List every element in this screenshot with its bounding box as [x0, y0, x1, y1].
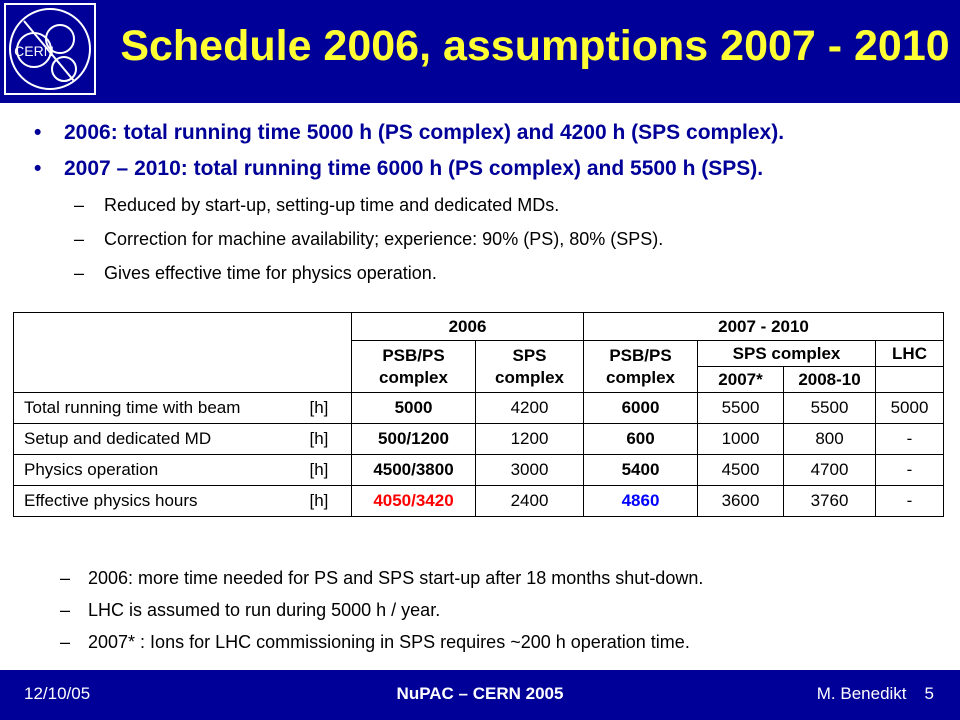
sub-bullet-item: – Gives effective time for physics operat… [0, 258, 960, 292]
table-corner-cell [13, 312, 352, 393]
bullet-marker: • [34, 121, 42, 144]
header-lhc: LHC [875, 340, 945, 367]
header-sps-complex: SPS complex [697, 340, 877, 367]
row-unit: [h] [309, 454, 352, 486]
cell-psbps-2006: 4500/3800 [351, 454, 476, 486]
sub-bullet-item: – Reduced by start-up, setting-up time an… [0, 190, 960, 224]
row-unit: [h] [309, 485, 352, 517]
row-unit: [h] [309, 392, 352, 424]
note-text: LHC is assumed to run during 5000 h / ye… [88, 600, 441, 620]
cell-2007-star: 3600 [697, 485, 785, 517]
bullet-text: 2006: total running time 5000 h (PS comp… [64, 121, 785, 144]
table-header-row: 2007* 2008-10 [14, 366, 945, 393]
row-label: Physics operation [13, 454, 310, 486]
header-sps-2006: SPS complex [474, 340, 585, 393]
slide-footer: 12/10/05 NuPAC – CERN 2005 M. Benedikt 5 [0, 670, 960, 720]
sub-bullet-item: – Correction for machine availability; ex… [0, 224, 960, 258]
bullet-item: • 2006: total running time 5000 h (PS com… [0, 118, 960, 154]
row-unit: [h] [309, 423, 352, 455]
slide-header: CERN Schedule 2006, assumptions 2007 - 2… [0, 0, 960, 100]
cell-2008-10: 800 [783, 423, 877, 455]
cell-2007-star: 4500 [697, 454, 785, 486]
table-row: Physics operation [h] 4500/3800 3000 540… [13, 454, 945, 486]
bullet-text: 2007 – 2010: total running time 6000 h (… [64, 157, 764, 180]
cell-lhc: - [875, 423, 945, 455]
footer-center-text: NuPAC – CERN 2005 [396, 684, 564, 703]
cell-psbps-2006: 500/1200 [351, 423, 476, 455]
cell-psbps-2006-highlight: 4050/3420 [351, 485, 476, 517]
header-psbps-2007: PSB/PS complex [583, 340, 699, 393]
dash-marker: – [74, 263, 85, 283]
note-item: – LHC is assumed to run during 5000 h / y… [0, 594, 960, 626]
table-row: Effective physics hours [h] 4050/3420 24… [13, 485, 945, 517]
cell-psbps-2007: 600 [583, 423, 699, 455]
header-psbps-2006: PSB/PS complex [351, 340, 476, 393]
header-2007-2010: 2007 - 2010 [583, 312, 945, 341]
schedule-table-wrapper: 2006 2007 - 2010 PSB/PS complex SPS comple… [13, 312, 945, 524]
cell-sps-2006: 2400 [474, 485, 585, 517]
dash-marker: – [74, 229, 85, 249]
header-2007-star: 2007* [697, 366, 785, 393]
header-empty-cell [875, 366, 945, 393]
dash-marker: – [60, 632, 71, 652]
cell-2008-10: 4700 [783, 454, 877, 486]
cell-psbps-2007: 5400 [583, 454, 699, 486]
cell-lhc: - [875, 485, 945, 517]
cell-sps-2006: 4200 [474, 392, 585, 424]
header-2006: 2006 [350, 312, 585, 341]
cell-psbps-2006: 5000 [351, 392, 476, 424]
table-row: Setup and dedicated MD [h] 500/1200 1200… [13, 423, 945, 455]
sub-bullet-text: Correction for machine availability; exp… [104, 229, 664, 249]
notes-list: –2006: more time needed for PS and SPS s… [0, 562, 960, 658]
note-item: –2006: more time needed for PS and SPS s… [0, 562, 960, 594]
cell-2007-star: 1000 [697, 423, 785, 455]
schedule-table: 2006 2007 - 2010 PSB/PS complex SPS comple… [13, 312, 945, 517]
footer-right: M. Benedikt 5 [817, 684, 934, 704]
dash-marker: – [74, 195, 85, 215]
cell-sps-2006: 3000 [474, 454, 585, 486]
row-label: Total running time with beam [13, 392, 310, 424]
footer-author: M. Benedikt [816, 684, 907, 703]
note-text: 2007* : Ions for LHC commissioning in SP… [88, 632, 690, 652]
cell-2008-10: 3760 [783, 485, 877, 517]
note-item: –2007* : Ions for LHC commissioning in S… [0, 626, 960, 658]
cell-psbps-2007: 6000 [583, 392, 699, 424]
page-number: 5 [924, 684, 934, 703]
cell-2008-10: 5500 [783, 392, 877, 424]
dash-marker: – [60, 568, 71, 588]
bullet-marker: • [34, 157, 42, 180]
header-2008-10: 2008-10 [783, 366, 877, 393]
slide-title: Schedule 2006, assumptions 2007 - 2010 [120, 22, 950, 70]
sub-bullet-text: Reduced by start-up, setting-up time and… [104, 195, 560, 215]
sub-bullet-text: Gives effective time for physics operati… [104, 263, 437, 283]
bullet-item: • 2007 – 2010: total running time 6000 h … [0, 154, 960, 190]
svg-text:CERN: CERN [14, 43, 54, 59]
cern-logo-icon: CERN [4, 3, 96, 95]
cell-sps-2006: 1200 [474, 423, 585, 455]
table-header-row: PSB/PS complex SPS complex PSB/PS complex S… [14, 340, 945, 393]
table-row: Total running time with beam [h] 5000 42… [13, 392, 945, 424]
cell-psbps-2007-highlight: 4860 [583, 485, 699, 517]
dash-marker: – [60, 600, 71, 620]
header-divider [0, 100, 960, 103]
bullet-list: • 2006: total running time 5000 h (PS com… [0, 118, 960, 292]
note-text: 2006: more time needed for PS and SPS st… [88, 568, 704, 588]
footer-date: 12/10/05 [24, 684, 91, 703]
cell-lhc: - [875, 454, 945, 486]
cell-lhc: 5000 [875, 392, 945, 424]
row-label: Setup and dedicated MD [13, 423, 310, 455]
row-label: Effective physics hours [13, 485, 310, 517]
table-header-row: 2006 2007 - 2010 [13, 312, 945, 393]
cell-2007-star: 5500 [697, 392, 785, 424]
